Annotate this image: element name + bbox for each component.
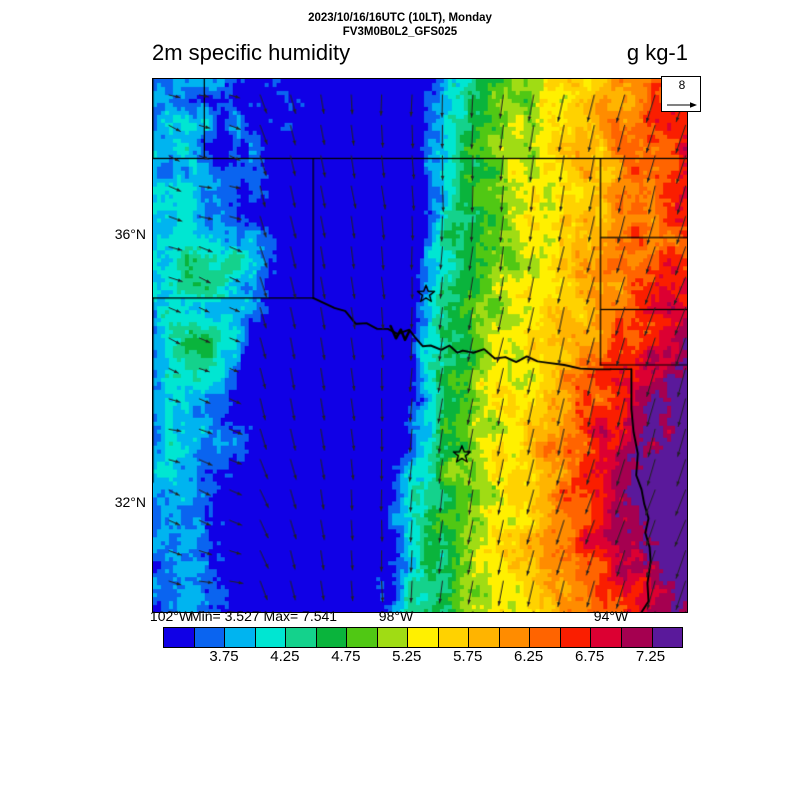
- colorbar-tick-7: 7.25: [635, 648, 666, 665]
- map-plot-area[interactable]: [152, 78, 688, 613]
- colorbar-swatch-11: [499, 628, 531, 647]
- wind-reference-value: 8: [678, 78, 686, 92]
- colorbar-swatch-0: [164, 628, 195, 647]
- colorbar-swatch-15: [621, 628, 653, 647]
- colorbar-tick-0: 3.75: [209, 648, 239, 665]
- arrow-right-icon: [667, 102, 697, 108]
- colorbar-swatch-9: [438, 628, 470, 647]
- colorbar-tick-5: 6.25: [514, 648, 544, 665]
- page-title: 2m specific humidity: [152, 40, 351, 65]
- colorbar-tick-labels: 3.75 4.25 4.75 5.25 5.75 6.25 6.75 7.25: [163, 648, 683, 668]
- colorbar-swatch-3: [255, 628, 287, 647]
- header-model-id: FV3M0B0L2_GFS025: [342, 26, 458, 38]
- colorbar-tick-2: 4.75: [331, 648, 361, 665]
- colorbar-swatch-5: [316, 628, 348, 647]
- colorbar-tick-3: 5.25: [392, 648, 422, 665]
- wind-reference-key: 8: [661, 76, 701, 112]
- colorbar-swatch-13: [560, 628, 592, 647]
- colorbar-swatch-2: [225, 628, 256, 647]
- colorbar-swatch-14: [591, 628, 622, 647]
- x-axis-tick-1: 98°W: [378, 608, 414, 624]
- colorbar-tick-6: 6.75: [574, 648, 605, 665]
- colorbar-swatch-7: [377, 628, 409, 647]
- header-timestamp: 2023/10/16/16UTC (10LT), Monday: [308, 12, 492, 24]
- colorbar-swatch-4: [286, 628, 317, 647]
- colorbar[interactable]: [163, 627, 683, 648]
- colorbar-swatch-6: [347, 628, 378, 647]
- humidity-field-canvas: [153, 79, 687, 612]
- colorbar-tick-1: 4.25: [270, 648, 300, 665]
- x-axis-tick-0: 102°W: [149, 608, 193, 624]
- x-axis-tick-2: 94°W: [593, 608, 629, 624]
- colorbar-swatch-8: [408, 628, 439, 647]
- colorbar-tick-4: 5.75: [453, 648, 483, 665]
- colorbar-swatch-10: [469, 628, 500, 647]
- y-axis-tick-1: 32°N: [114, 494, 146, 510]
- minmax-stats: Min= 3.527 Max= 7.541: [190, 608, 338, 624]
- units-label: g kg-1: [626, 40, 688, 65]
- colorbar-swatch-16: [652, 628, 683, 647]
- colorbar-swatch-12: [530, 628, 561, 647]
- y-axis-tick-0: 36°N: [114, 226, 146, 242]
- colorbar-swatch-1: [194, 628, 226, 647]
